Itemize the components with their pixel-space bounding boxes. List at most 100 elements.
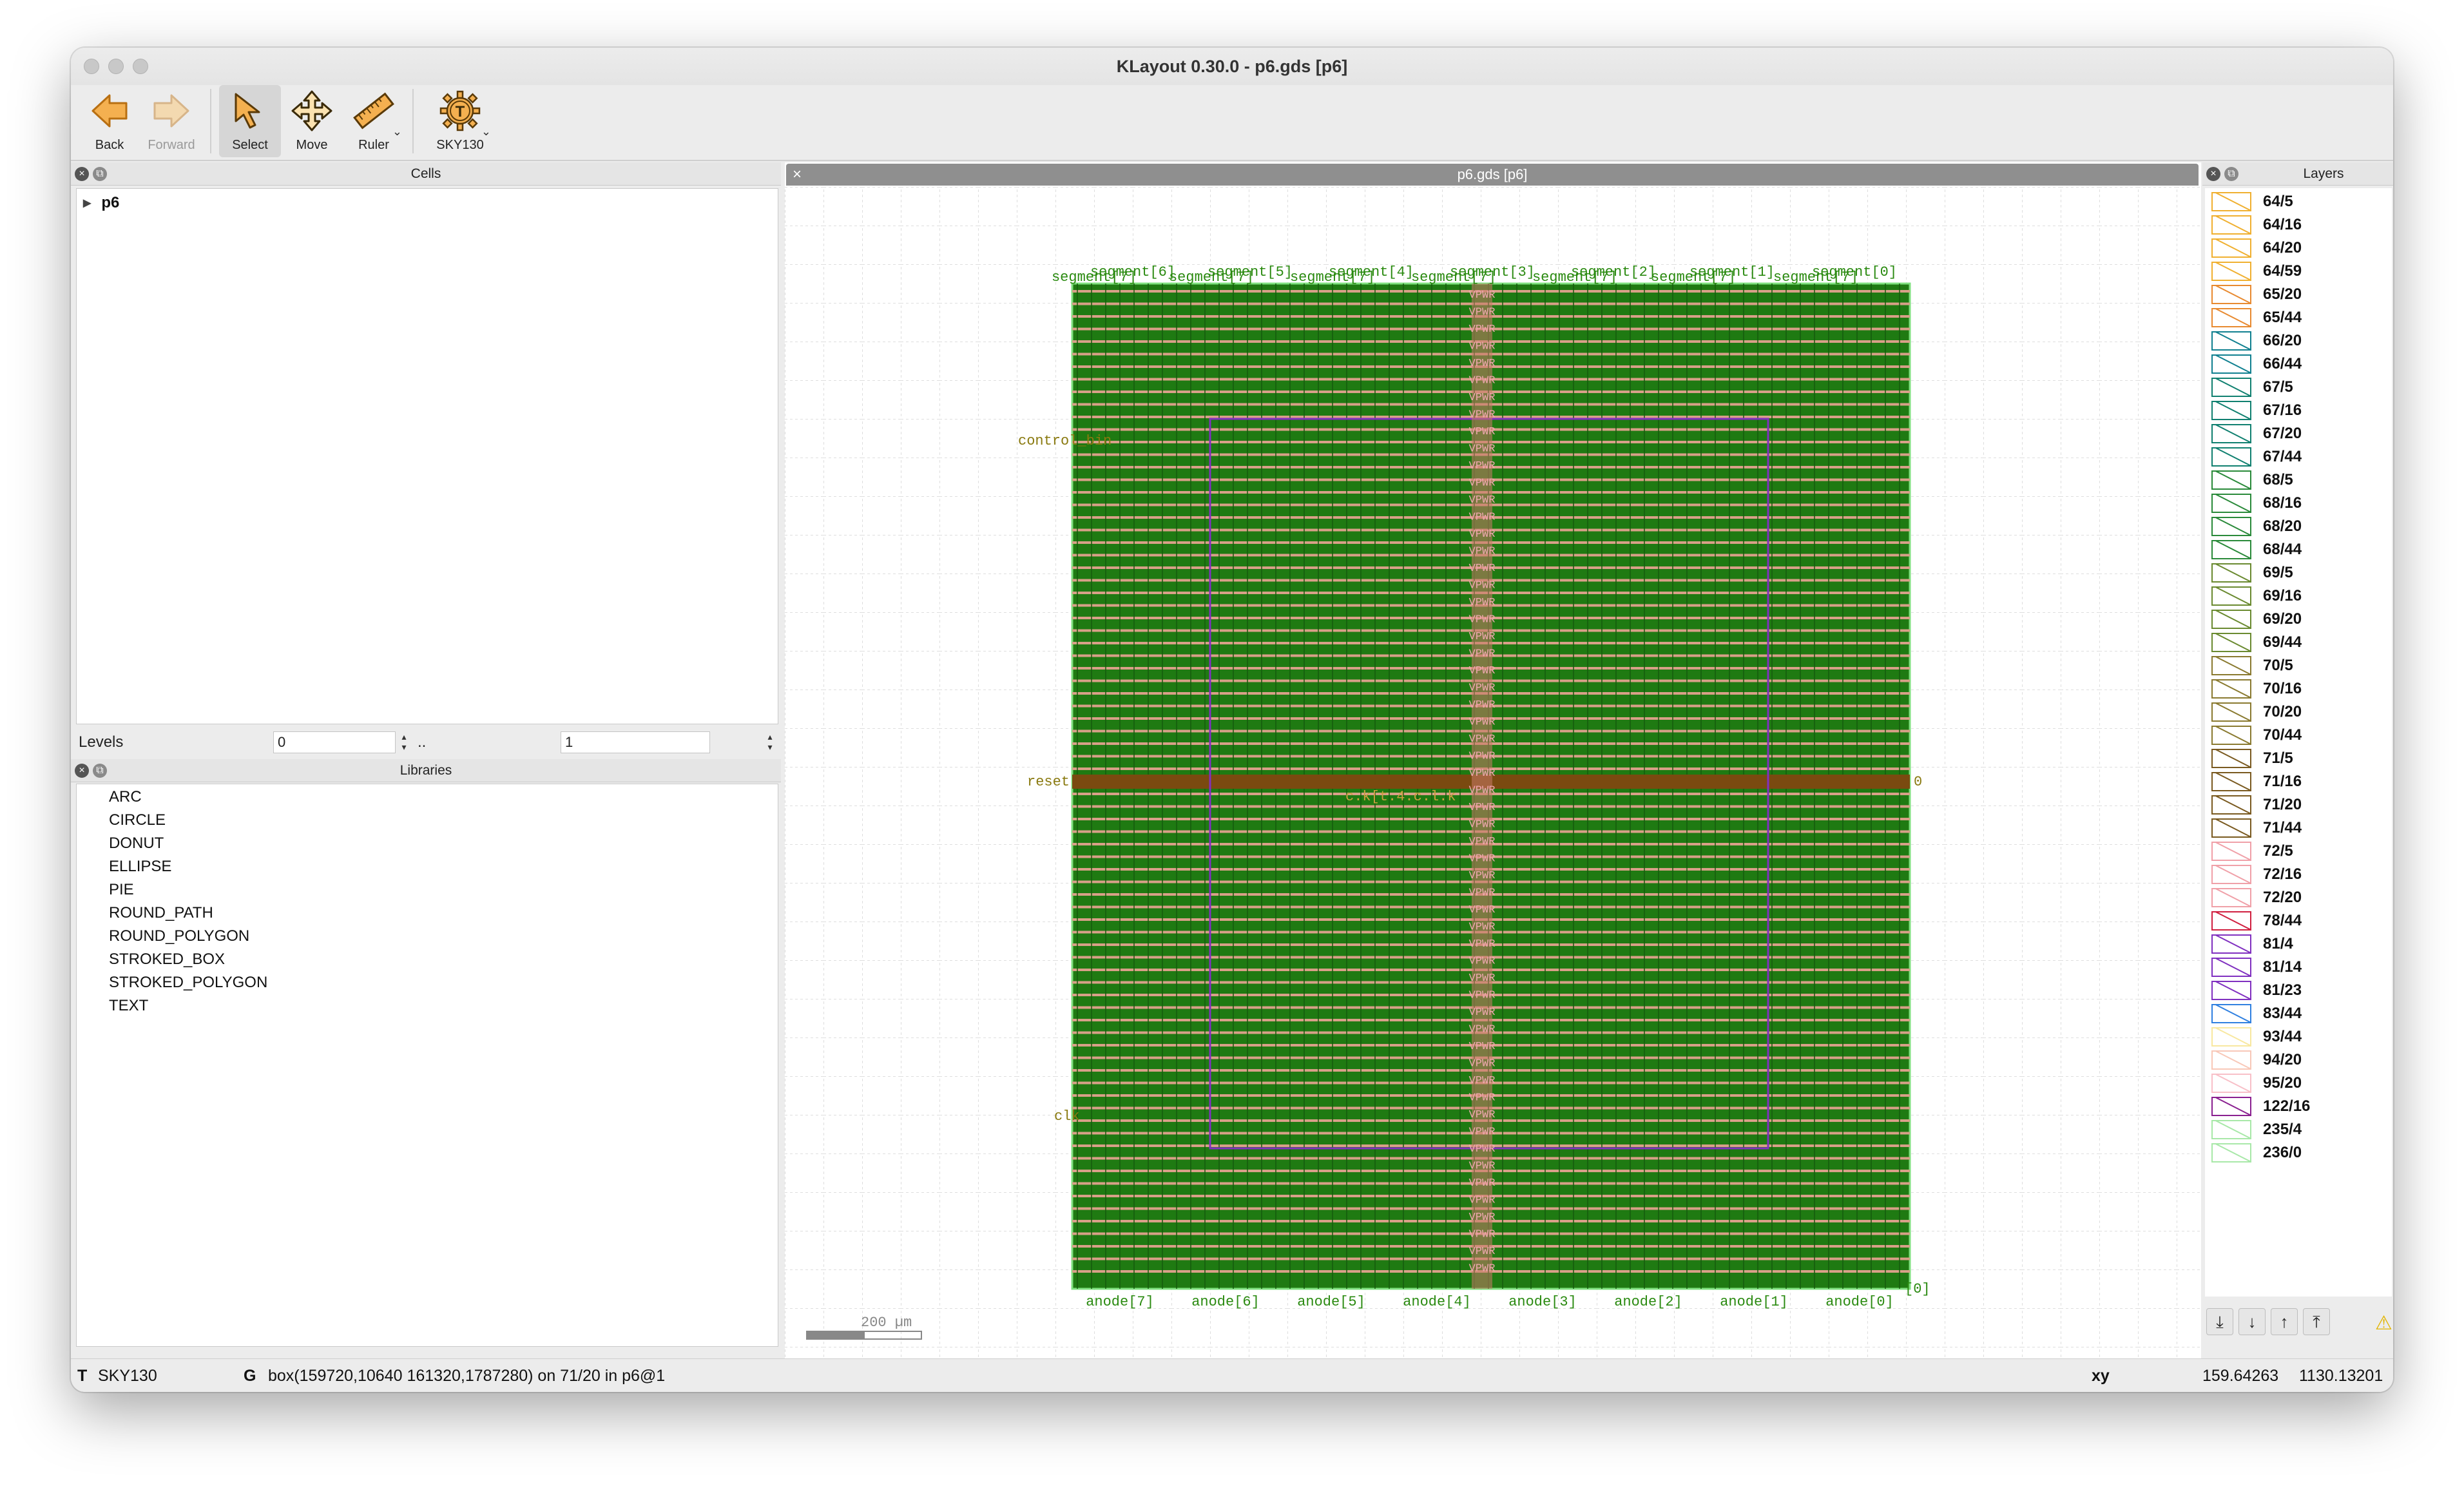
layer-item[interactable]: 68/44 xyxy=(2211,540,2302,559)
library-item[interactable]: PIE xyxy=(109,881,134,898)
layer-item[interactable]: 236/0 xyxy=(2211,1143,2302,1163)
layer-swatch-icon xyxy=(2211,192,2251,211)
layer-item[interactable]: 64/5 xyxy=(2211,192,2293,211)
layer-item[interactable]: 64/16 xyxy=(2211,215,2302,235)
technology-dropdown-icon[interactable]: ⌄ xyxy=(481,125,491,138)
scale-bar-fill xyxy=(807,1331,865,1339)
layer-item[interactable]: 68/20 xyxy=(2211,517,2302,536)
layer-item[interactable]: 67/20 xyxy=(2211,424,2302,443)
library-item[interactable]: ARC xyxy=(109,788,142,806)
layer-item[interactable]: 71/44 xyxy=(2211,818,2302,838)
library-list[interactable]: ARC CIRCLE DONUT ELLIPSE PIE ROUND_PATH … xyxy=(76,784,778,1347)
select-label: Select xyxy=(232,138,268,152)
layer-item[interactable]: 83/44 xyxy=(2211,1004,2302,1023)
layer-item[interactable]: 66/20 xyxy=(2211,331,2302,351)
level-min-input[interactable]: 0 xyxy=(273,731,396,753)
layout-canvas[interactable]: VPWR VPWR VPWR VPWR VPWR VPWR VPWR VPWR VPWR VPWR… xyxy=(785,187,2201,1357)
layer-item[interactable]: 71/20 xyxy=(2211,795,2302,815)
layer-item[interactable]: 81/4 xyxy=(2211,934,2293,954)
level-min-stepper[interactable]: ▴ ▾ xyxy=(401,731,407,752)
layout-tab[interactable]: × p6.gds [p6] xyxy=(786,164,2199,186)
layer-item[interactable]: 94/20 xyxy=(2211,1050,2302,1070)
move-bottom-icon[interactable]: ⤓ xyxy=(2206,1308,2233,1335)
layer-item[interactable]: 64/59 xyxy=(2211,262,2302,281)
layer-list[interactable]: 64/5 64/16 64/20 64/59 65/20 65/44 66/20 66/44 6… xyxy=(2205,188,2392,1297)
ruler-dropdown-icon[interactable]: ⌄ xyxy=(392,125,402,138)
segment-label: segment[2] xyxy=(1571,264,1656,280)
float-panel-icon[interactable]: ⧉ xyxy=(93,764,107,778)
layer-item[interactable]: 72/5 xyxy=(2211,842,2293,861)
float-panel-icon[interactable]: ⧉ xyxy=(93,167,107,181)
close-window-button[interactable] xyxy=(84,59,99,74)
layout-view[interactable]: × p6.gds [p6] VPWR VPWR VPWR VPWR VPWR VPWR VP… xyxy=(785,162,2201,1358)
vpwr-label: VPWR xyxy=(1469,938,1496,950)
layer-item[interactable]: 70/5 xyxy=(2211,656,2293,675)
segment-overlap-label: segment[7] xyxy=(1773,269,1858,285)
layer-item[interactable]: 81/23 xyxy=(2211,981,2302,1000)
layer-item[interactable]: 70/16 xyxy=(2211,679,2302,699)
move-top-icon[interactable]: ⤒ xyxy=(2303,1308,2330,1335)
layer-item[interactable]: 68/16 xyxy=(2211,494,2302,513)
vpwr-label: VPWR xyxy=(1469,323,1496,336)
move-down-icon[interactable]: ↓ xyxy=(2238,1308,2266,1335)
zoom-window-button[interactable] xyxy=(133,59,148,74)
library-item[interactable]: TEXT xyxy=(109,997,149,1014)
layer-item[interactable]: 81/14 xyxy=(2211,958,2302,977)
layer-item[interactable]: 78/44 xyxy=(2211,911,2302,931)
close-panel-icon[interactable]: × xyxy=(75,764,89,778)
layer-item[interactable]: 235/4 xyxy=(2211,1120,2302,1139)
select-mode-button[interactable]: Select xyxy=(219,85,281,157)
layer-swatch-icon xyxy=(2211,401,2251,420)
layer-item[interactable]: 122/16 xyxy=(2211,1097,2310,1116)
layer-item[interactable]: 68/5 xyxy=(2211,470,2293,490)
cell-tree-item[interactable]: ▶ p6 xyxy=(83,194,119,212)
library-item[interactable]: ROUND_POLYGON xyxy=(109,927,250,945)
layer-item[interactable]: 69/44 xyxy=(2211,633,2302,652)
layer-item[interactable]: 67/44 xyxy=(2211,447,2302,467)
layer-item[interactable]: 95/20 xyxy=(2211,1074,2302,1093)
layer-item[interactable]: 72/16 xyxy=(2211,865,2302,884)
layer-item[interactable]: 66/44 xyxy=(2211,354,2302,374)
move-mode-button[interactable]: Move xyxy=(281,85,343,157)
close-tab-icon[interactable]: × xyxy=(793,166,802,183)
layer-item[interactable]: 64/20 xyxy=(2211,238,2302,258)
forward-button[interactable]: Forward xyxy=(140,85,202,157)
minimize-window-button[interactable] xyxy=(108,59,124,74)
close-panel-icon[interactable]: × xyxy=(75,167,89,181)
back-button[interactable]: Back xyxy=(79,85,140,157)
level-max-stepper[interactable]: ▴ ▾ xyxy=(767,731,773,752)
layer-name: 122/16 xyxy=(2263,1097,2311,1115)
library-item[interactable]: ELLIPSE xyxy=(109,858,172,875)
cell-tree[interactable]: ▶ p6 xyxy=(76,188,778,724)
layer-swatch-icon xyxy=(2211,1050,2251,1070)
expand-triangle-icon[interactable]: ▶ xyxy=(83,198,91,209)
library-item[interactable]: STROKED_BOX xyxy=(109,950,226,968)
layer-item[interactable]: 69/20 xyxy=(2211,610,2302,629)
layer-item[interactable]: 93/44 xyxy=(2211,1027,2302,1047)
layer-item[interactable]: 65/20 xyxy=(2211,285,2302,304)
layer-item[interactable]: 72/20 xyxy=(2211,888,2302,907)
layer-item[interactable]: 71/16 xyxy=(2211,772,2302,791)
vpwr-label: VPWR xyxy=(1469,460,1496,472)
layer-item[interactable]: 67/5 xyxy=(2211,378,2293,397)
layer-name: 64/5 xyxy=(2263,193,2293,210)
library-item[interactable]: ROUND_PATH xyxy=(109,904,213,922)
level-max-input[interactable]: 1 xyxy=(561,731,710,753)
library-item[interactable]: STROKED_POLYGON xyxy=(109,974,268,991)
layer-item[interactable]: 70/44 xyxy=(2211,726,2302,745)
float-panel-icon[interactable]: ⧉ xyxy=(2224,167,2238,181)
warning-icon[interactable]: ⚠ xyxy=(2375,1313,2392,1334)
layer-item[interactable]: 70/20 xyxy=(2211,702,2302,722)
layer-item[interactable]: 69/16 xyxy=(2211,586,2302,606)
layer-name: 236/0 xyxy=(2263,1144,2302,1161)
technology-button[interactable]: T SKY130 ⌄ xyxy=(421,85,499,157)
library-item[interactable]: DONUT xyxy=(109,835,164,852)
close-panel-icon[interactable]: × xyxy=(2206,167,2220,181)
move-up-icon[interactable]: ↑ xyxy=(2271,1308,2298,1335)
layer-item[interactable]: 65/44 xyxy=(2211,308,2302,327)
layer-item[interactable]: 71/5 xyxy=(2211,749,2293,768)
ruler-mode-button[interactable]: Ruler ⌄ xyxy=(343,85,405,157)
library-item[interactable]: CIRCLE xyxy=(109,811,166,829)
layer-item[interactable]: 67/16 xyxy=(2211,401,2302,420)
layer-item[interactable]: 69/5 xyxy=(2211,563,2293,583)
